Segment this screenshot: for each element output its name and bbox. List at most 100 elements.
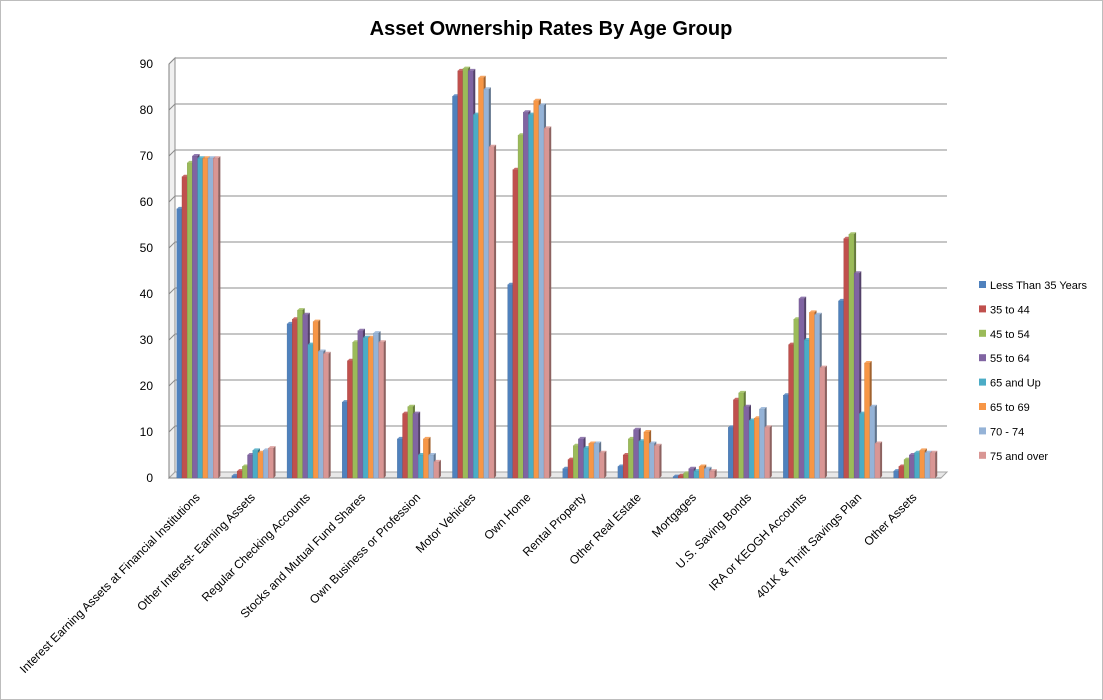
legend-entry: 45 to 54 — [979, 329, 1030, 341]
bar-front — [617, 466, 624, 479]
bar-top — [919, 448, 927, 451]
bar-front — [864, 362, 870, 479]
bar-front — [512, 169, 519, 479]
bar-front — [843, 238, 850, 479]
bar-top — [488, 144, 497, 147]
bar-front — [286, 323, 293, 479]
y-tick-label: 60 — [140, 195, 154, 209]
bar-front — [362, 337, 369, 479]
bar-front — [488, 146, 495, 479]
bar-side — [604, 450, 607, 478]
x-category-label: Own Home — [481, 490, 534, 543]
bar-front — [859, 413, 865, 479]
bar-front — [809, 312, 815, 479]
x-category-label: Own Business or Profession — [307, 490, 423, 606]
gridline — [168, 149, 947, 157]
bar-side — [549, 126, 552, 479]
bar-front — [678, 475, 684, 479]
gridline — [168, 425, 947, 433]
bar — [599, 450, 607, 479]
bar-front — [543, 128, 550, 479]
bar-top — [544, 126, 552, 129]
bar-front — [648, 443, 655, 479]
bar-front — [798, 298, 805, 479]
bar-top — [197, 156, 205, 159]
x-category-label: Regular Checking Accounts — [199, 490, 313, 604]
bar-top — [704, 466, 712, 469]
x-category-label: Other Assets — [861, 490, 919, 548]
bar-front — [457, 70, 464, 479]
bar-front — [378, 342, 384, 479]
bar-front — [307, 344, 314, 479]
bar-front — [903, 459, 910, 479]
gridline — [168, 333, 947, 341]
bar-front — [698, 466, 705, 479]
bar-front — [633, 429, 639, 479]
legend-entry: Less Than 35 Years — [979, 280, 1088, 292]
legend-label: 65 and Up — [990, 378, 1041, 390]
bar-front — [874, 443, 881, 479]
legend-entry: 75 and over — [979, 451, 1048, 463]
bar-top — [523, 110, 531, 113]
bar-front — [423, 438, 429, 479]
bar-top — [318, 349, 326, 352]
bar-front — [323, 353, 329, 479]
bar-front — [213, 158, 219, 479]
legend-swatch — [979, 427, 986, 435]
bar-top — [207, 156, 216, 159]
bar — [268, 446, 276, 479]
bar-front — [693, 470, 700, 479]
bar-front — [207, 158, 214, 479]
y-tick-label: 80 — [140, 103, 154, 117]
bar-front — [748, 420, 755, 479]
bar-front — [473, 114, 479, 479]
bar-front — [893, 470, 899, 479]
bar-side — [273, 446, 276, 478]
bar-front — [638, 441, 645, 479]
bar-front — [247, 454, 253, 479]
bar-front — [838, 300, 844, 479]
bar — [488, 144, 497, 479]
legend-label: 65 to 69 — [990, 402, 1030, 414]
bar-top — [848, 232, 857, 235]
bar-side — [935, 450, 938, 478]
x-category-label: Mortgages — [649, 490, 699, 540]
bar-front — [869, 406, 876, 479]
bar-front — [754, 418, 760, 479]
bar-top — [649, 441, 657, 444]
bar-front — [578, 438, 584, 479]
bar-top — [593, 441, 602, 444]
bar-top — [588, 441, 596, 444]
legend-label: 75 and over — [990, 451, 1048, 463]
bar-top — [633, 427, 641, 430]
bar-top — [533, 98, 541, 101]
bar-front — [347, 360, 353, 479]
gridline — [168, 57, 947, 65]
bar-top — [699, 464, 707, 467]
bar-front — [704, 468, 710, 479]
bar-top — [357, 328, 365, 331]
bar-front — [428, 454, 434, 479]
bar-top — [738, 390, 746, 393]
bar-top — [268, 446, 276, 449]
bar-front — [567, 459, 574, 479]
bar-top — [302, 312, 310, 315]
legend-label: Less Than 35 Years — [990, 280, 1088, 292]
y-tick-label: 20 — [140, 379, 154, 393]
bar-front — [848, 234, 855, 479]
legend-swatch — [979, 329, 986, 337]
y-tick-label: 90 — [140, 57, 154, 71]
bar-front — [483, 89, 490, 479]
bar — [433, 459, 441, 479]
bar-top — [864, 361, 872, 363]
bar-top — [930, 450, 938, 453]
bar-front — [181, 176, 188, 479]
bar-front — [593, 443, 600, 479]
gridline — [168, 241, 947, 249]
bar-front — [302, 314, 309, 479]
bar-front — [528, 114, 534, 479]
bar-front — [368, 337, 374, 479]
bar — [654, 443, 662, 479]
